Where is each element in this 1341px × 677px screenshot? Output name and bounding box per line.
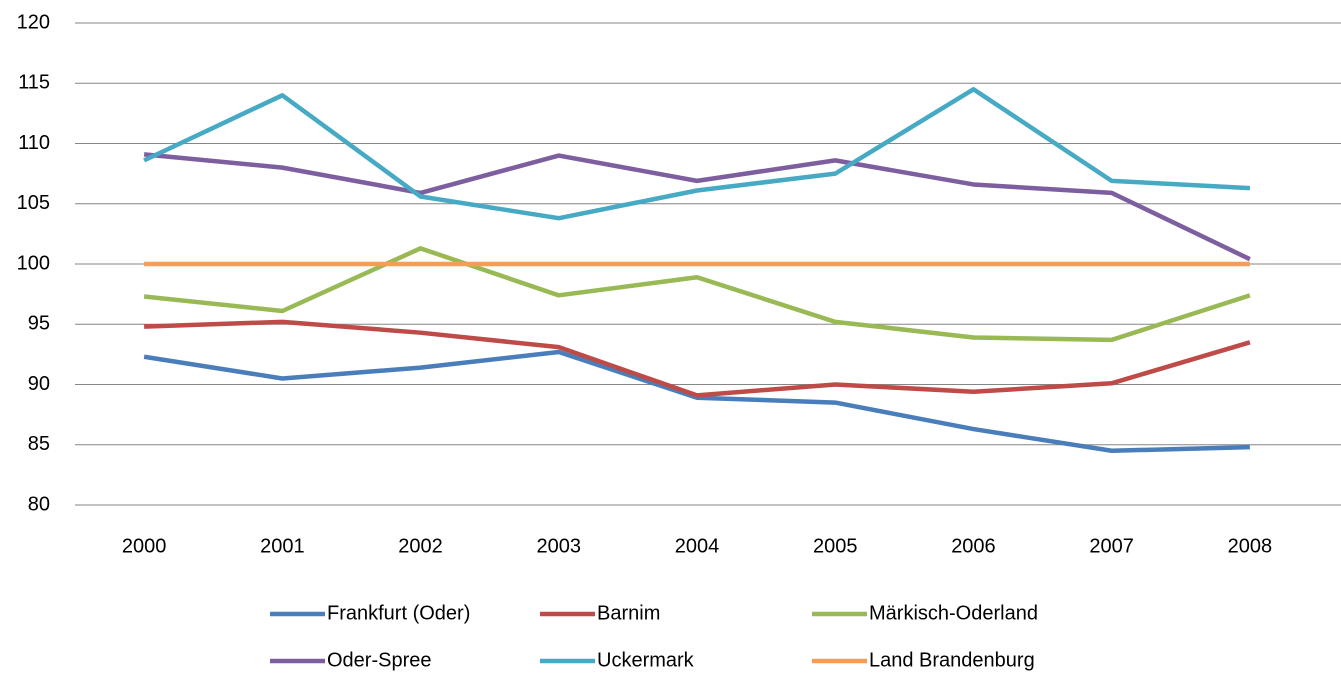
y-tick-label: 85 (28, 433, 50, 455)
series-line (143, 349, 1250, 454)
x-tick-label: 2007 (1089, 535, 1134, 557)
legend-label: Frankfurt (Oder) (327, 602, 470, 624)
legend-label: Uckermark (597, 649, 695, 671)
legend-label: Oder-Spree (327, 649, 432, 671)
y-tick-label: 110 (18, 132, 50, 154)
series-line (143, 87, 1251, 221)
series-line (144, 319, 1251, 398)
x-tick-label: 2005 (813, 535, 858, 557)
x-tick-label: 2002 (398, 535, 443, 557)
y-tick-label: 95 (28, 313, 50, 335)
y-tick-label: 120 (17, 11, 50, 33)
x-tick-label: 2004 (675, 535, 720, 557)
legend-label: Barnim (597, 602, 660, 624)
y-tick-label: 115 (18, 72, 50, 94)
legend-label: Märkisch-Oderland (869, 602, 1038, 624)
y-tick-label: 80 (28, 493, 50, 515)
x-tick-label: 2000 (122, 535, 167, 557)
series-line (143, 246, 1251, 343)
y-tick-label: 100 (17, 252, 50, 274)
x-tick-label: 2001 (260, 535, 305, 557)
x-tick-label: 2006 (951, 535, 996, 557)
x-tick-label: 2008 (1228, 535, 1273, 557)
legend-label: Land Brandenburg (869, 649, 1035, 671)
y-tick-label: 90 (28, 373, 50, 395)
y-tick-label: 105 (17, 192, 50, 214)
x-tick-label: 2003 (537, 535, 582, 557)
series-line (143, 152, 1251, 262)
